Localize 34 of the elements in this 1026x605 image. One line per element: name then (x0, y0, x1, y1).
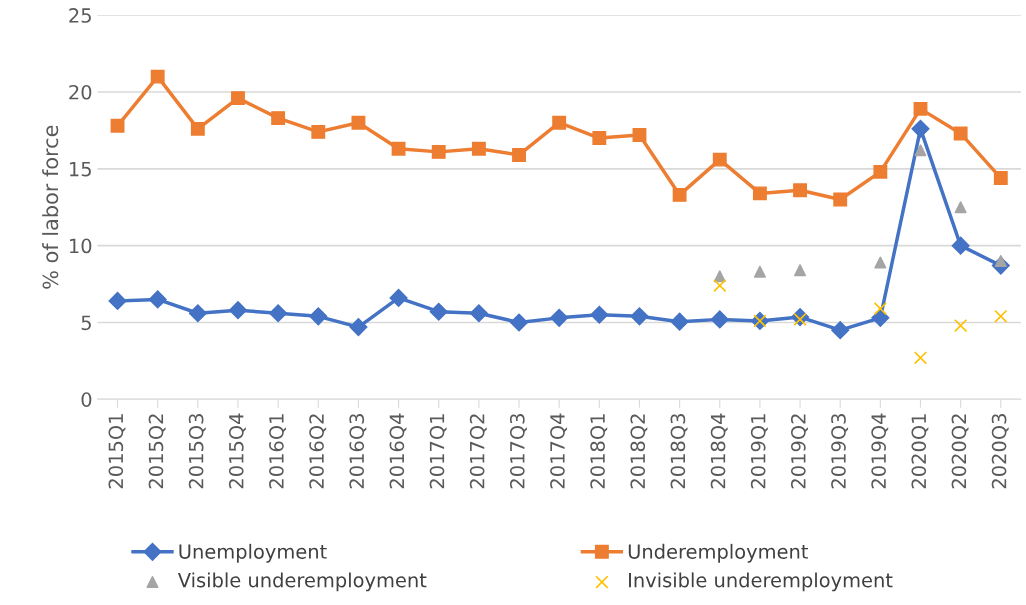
x-tick-label: 2020Q3 (991, 414, 1009, 489)
x-tick-label: 2020Q2 (951, 414, 969, 489)
x-tick-label: 2015Q1 (108, 414, 126, 489)
x-tick-label: 2016Q1 (269, 414, 287, 489)
x-tick-label: 2018Q4 (710, 413, 728, 489)
x-tick-label: 2018Q1 (590, 414, 608, 489)
x-tick-label: 2019Q1 (750, 414, 768, 489)
legend-label: Invisible underemployment (629, 572, 893, 592)
legend-label: Unemployment (179, 543, 327, 563)
y-tick-label: 15 (70, 162, 91, 177)
x-tick-label: 2018Q2 (630, 414, 648, 489)
legend-label: Underemployment (628, 543, 808, 563)
x-tick-label: 2017Q3 (509, 414, 527, 489)
y-axis-title: % of labor force (42, 125, 59, 289)
y-tick-label: 0 (81, 392, 92, 407)
x-tick-label: 2019Q4 (871, 413, 889, 489)
y-tick-label: 10 (70, 238, 92, 254)
x-tick-label: 2016Q3 (349, 414, 367, 489)
legend-label: Visible underemployment (177, 572, 427, 592)
x-tick-label: 2015Q4 (228, 413, 246, 489)
x-tick-label: 2020Q1 (911, 414, 929, 489)
x-tick-label: 2015Q2 (148, 414, 166, 489)
y-tick-label: 20 (69, 84, 92, 100)
x-tick-label: 2016Q2 (309, 414, 327, 489)
x-tick-label: 2017Q4 (550, 413, 568, 489)
y-tick-label: 5 (81, 315, 91, 331)
y-tick-label: 25 (69, 8, 91, 23)
x-tick-label: 2019Q3 (831, 414, 849, 489)
x-tick-label: 2018Q3 (670, 414, 688, 489)
x-tick-label: 2019Q2 (790, 414, 808, 489)
x-tick-label: 2017Q2 (469, 414, 487, 489)
x-tick-label: 2016Q4 (389, 413, 407, 489)
x-tick-label: 2015Q3 (188, 414, 206, 489)
x-tick-label: 2017Q1 (429, 414, 447, 489)
